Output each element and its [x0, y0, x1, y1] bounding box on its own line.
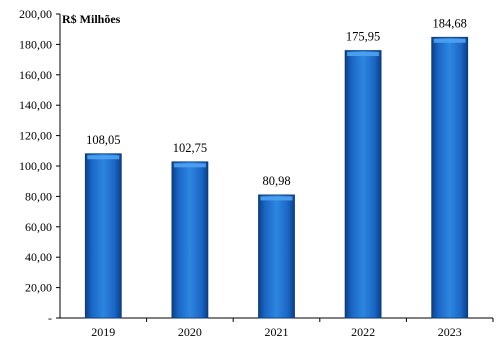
bar-highlight — [433, 38, 466, 43]
y-tick-label: 80,00 — [25, 189, 52, 203]
data-label-2019: 108,05 — [86, 133, 120, 147]
bar-highlight — [260, 196, 293, 201]
x-tick-label-2020: 2020 — [178, 325, 202, 339]
bar-2022 — [344, 50, 382, 319]
bar-2023 — [431, 36, 469, 319]
y-tick-label: 140,00 — [19, 98, 52, 112]
y-tick-label: - — [48, 311, 52, 325]
data-label-2022: 175,95 — [346, 30, 380, 44]
bar-2021 — [258, 194, 295, 319]
x-tick-label-2019: 2019 — [91, 325, 115, 339]
bar-2020 — [171, 161, 209, 319]
chart-labels: 108,05 2019 102,75 2020 80,98 2021 175,95 2022 1… — [86, 16, 467, 339]
bar-highlight — [173, 163, 206, 168]
data-label-2020: 102,75 — [173, 141, 207, 155]
y-tick-label: 60,00 — [25, 220, 52, 234]
y-tick-label: 180,00 — [19, 37, 52, 51]
chart-axes: - 20,00 40,00 60,00 80,00 100,00 120,00 140,00 1… — [19, 7, 494, 325]
chart-bars — [84, 36, 469, 319]
x-tick-label-2021: 2021 — [265, 325, 289, 339]
bar-highlight — [347, 52, 380, 57]
y-tick-label: 200,00 — [19, 7, 52, 21]
y-tick-label: 120,00 — [19, 129, 52, 143]
x-tick-label-2023: 2023 — [438, 325, 462, 339]
bar-2019 — [84, 153, 122, 319]
data-label-2021: 80,98 — [262, 174, 290, 188]
unit-label: R$ Milhões — [62, 12, 121, 26]
bar-highlight — [87, 155, 120, 160]
y-tick-label: 160,00 — [19, 68, 52, 82]
y-tick-label: 40,00 — [25, 250, 52, 264]
y-tick-label: 20,00 — [25, 281, 52, 295]
y-tick-label: 100,00 — [19, 159, 52, 173]
data-label-2023: 184,68 — [433, 16, 467, 30]
x-tick-label-2022: 2022 — [351, 325, 375, 339]
